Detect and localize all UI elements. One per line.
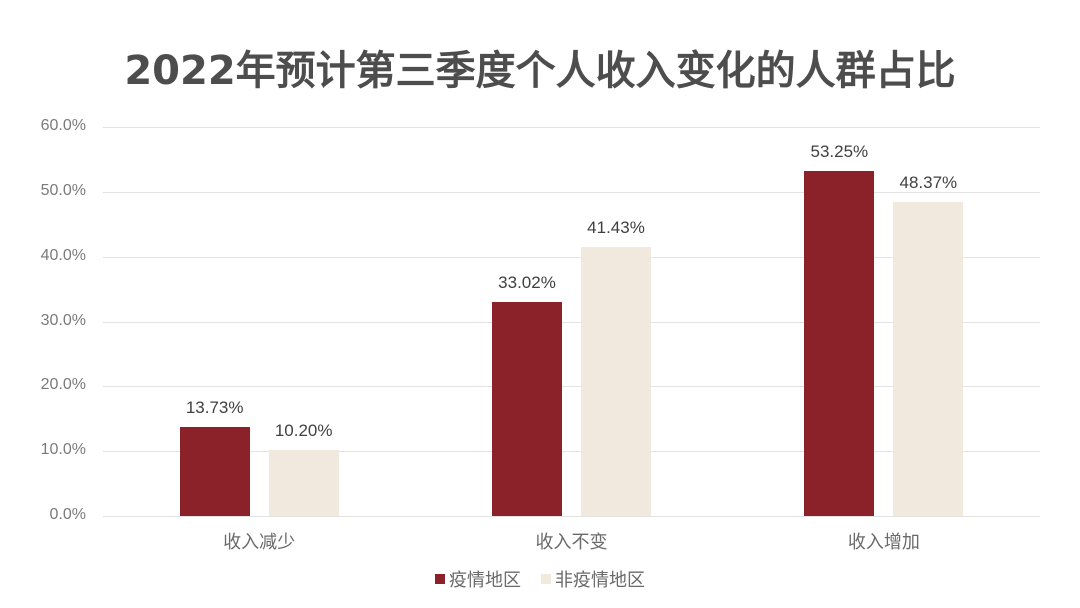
legend-item-1: 非疫情地区 xyxy=(541,566,645,592)
data-label: 13.73% xyxy=(185,397,244,417)
y-tick-label: 0.0% xyxy=(49,506,86,523)
y-tick-label: 10.0% xyxy=(40,441,86,459)
y-tick-label: 50.0% xyxy=(40,181,86,199)
gridline xyxy=(103,256,1040,258)
y-tick-label: 30.0% xyxy=(40,311,86,329)
gridline xyxy=(103,321,1040,323)
gridline xyxy=(103,451,1040,453)
plot-area: 13.73% 10.20% 33.02% 41.43% 53.25% 48.37% xyxy=(103,127,1040,517)
bar-non-epidemic-2 xyxy=(893,202,964,516)
legend: 疫情地区 非疫情地区 xyxy=(0,566,1080,592)
legend-swatch-icon xyxy=(541,574,551,584)
data-label: 33.02% xyxy=(498,272,556,292)
y-tick-label: 20.0% xyxy=(40,376,86,394)
data-label: 41.43% xyxy=(587,218,645,238)
legend-item-0: 疫情地区 xyxy=(435,566,521,592)
gridline xyxy=(103,191,1040,193)
gridline xyxy=(103,386,1040,388)
bar-non-epidemic-1 xyxy=(581,247,651,516)
legend-swatch-icon xyxy=(435,574,445,584)
gridline xyxy=(103,516,1040,517)
x-category-label: 收入不变 xyxy=(535,532,608,553)
y-tick-label: 60.0% xyxy=(40,117,86,134)
data-label: 53.25% xyxy=(810,141,869,161)
legend-label: 非疫情地区 xyxy=(555,570,645,591)
bar-non-epidemic-0 xyxy=(268,449,339,516)
x-category-label: 收入增加 xyxy=(847,532,920,553)
bar-epidemic-0 xyxy=(179,426,250,516)
data-label: 48.37% xyxy=(899,173,958,193)
y-tick-label: 40.0% xyxy=(40,246,86,264)
chart-title: 2022年预计第三季度个人收入变化的人群占比 xyxy=(124,48,956,94)
bar-epidemic-2 xyxy=(804,170,875,516)
x-category-label: 收入减少 xyxy=(223,532,296,553)
bar-epidemic-1 xyxy=(492,301,562,516)
gridline xyxy=(103,127,1040,128)
data-label: 10.20% xyxy=(274,420,333,440)
legend-label: 疫情地区 xyxy=(449,570,521,591)
